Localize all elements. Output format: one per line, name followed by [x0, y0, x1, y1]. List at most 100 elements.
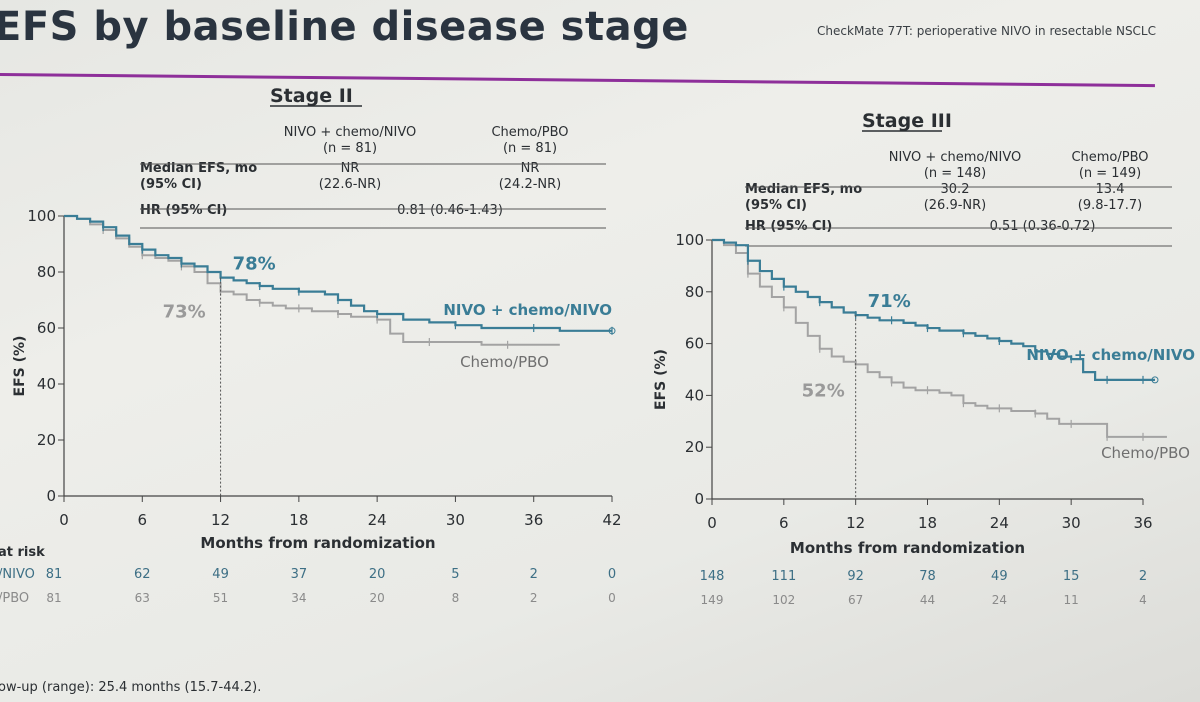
table-col-n: (n = 148) [924, 166, 986, 181]
at-risk-value: 11 [1064, 593, 1079, 607]
at-risk-value: 34 [291, 591, 306, 605]
legend-chemo: Chemo/PBO [1101, 444, 1190, 462]
x-tick-label: 0 [707, 514, 717, 532]
at-risk-value: 0 [608, 591, 616, 605]
at-risk-value: 15 [1063, 569, 1080, 584]
at-risk-value: 62 [134, 567, 151, 582]
table-col-n: (n = 81) [503, 141, 557, 156]
at-risk-value: 44 [920, 593, 935, 607]
at-risk-value: 37 [291, 567, 308, 582]
at-risk-value: 51 [213, 591, 228, 605]
chart-title: Stage II [270, 85, 353, 107]
at-risk-value: 81 [46, 567, 63, 582]
x-tick-label: 6 [138, 511, 148, 529]
y-axis-label: EFS (%) [12, 336, 28, 397]
x-tick-label: 30 [1062, 514, 1081, 532]
at-risk-value: 63 [135, 591, 150, 605]
nivo-curve [712, 238, 1155, 381]
at-risk-value: 67 [848, 593, 863, 607]
hr-value: 0.81 (0.46-1.43) [397, 203, 503, 218]
y-tick-label: 40 [37, 375, 56, 393]
y-tick-label: 60 [685, 335, 704, 353]
legend-nivo: NIVO + chemo/NIVO [1026, 346, 1195, 364]
at-risk-value: 92 [847, 569, 864, 584]
at-risk-value: 2 [530, 567, 538, 582]
y-tick-label: 0 [694, 490, 704, 508]
at-risk-value: 81 [46, 591, 61, 605]
median-value: 13.4 [1096, 182, 1125, 197]
at-risk-value: 149 [701, 593, 724, 607]
median-value: 30.2 [941, 182, 970, 197]
median-label: Median EFS, mo [745, 182, 862, 197]
at-risk-value: 148 [700, 569, 725, 584]
chemo-curve [712, 239, 1167, 438]
chemo-curve [64, 215, 560, 346]
at-risk-value: 0 [608, 567, 616, 582]
median-ci: (26.9-NR) [924, 198, 987, 213]
y-tick-label: 20 [37, 431, 56, 449]
table-col-header: Chemo/PBO [491, 125, 568, 140]
median-ci: (24.2-NR) [499, 177, 562, 192]
table-col-n: (n = 81) [323, 141, 377, 156]
hr-label: HR (95% CI) [745, 219, 832, 234]
y-tick-label: 60 [37, 319, 56, 337]
at-risk-value: 24 [992, 593, 1007, 607]
at-risk-value: 102 [772, 593, 795, 607]
at-risk-value: 2 [1139, 569, 1147, 584]
at-risk-value: 111 [771, 569, 796, 584]
y-tick-label: 80 [685, 283, 704, 301]
y-tick-label: 20 [685, 438, 704, 456]
chemo-landmark-label: 52% [802, 380, 845, 401]
x-tick-label: 18 [918, 514, 937, 532]
x-axis-label: Months from randomization [200, 534, 435, 552]
median-label: Median EFS, mo [140, 161, 257, 176]
legend-nivo: NIVO + chemo/NIVO [443, 301, 612, 319]
at-risk-value: 20 [369, 567, 386, 582]
y-tick-label: 0 [46, 487, 56, 505]
y-tick-label: 80 [37, 263, 56, 281]
at-risk-value: 5 [451, 567, 459, 582]
x-axis-label: Months from randomization [790, 539, 1025, 557]
x-tick-label: 18 [289, 511, 308, 529]
table-col-header: Chemo/PBO [1071, 150, 1148, 165]
at-risk-value: 78 [919, 569, 936, 584]
at-risk-header: at risk [0, 545, 45, 560]
at-risk-value: 49 [991, 569, 1008, 584]
at-risk-value: 20 [370, 591, 385, 605]
hr-label: HR (95% CI) [140, 203, 227, 218]
curve-end-marker [1151, 376, 1159, 384]
hr-value: 0.51 (0.36-0.72) [990, 219, 1096, 234]
at-risk-value: 49 [212, 567, 229, 582]
x-tick-label: 0 [59, 511, 69, 529]
table-col-header: NIVO + chemo/NIVO [889, 150, 1021, 165]
summary-table: NIVO + chemo/NIVO(n = 81)NR(22.6-NR)Chem… [140, 125, 606, 229]
x-tick-label: 12 [846, 514, 865, 532]
median-ci: (9.8-17.7) [1078, 198, 1142, 213]
x-tick-label: 42 [602, 511, 621, 529]
at-risk-value: 4 [1139, 593, 1147, 607]
x-tick-label: 36 [1133, 514, 1152, 532]
median-value: NR [521, 161, 540, 176]
nivo-landmark-label: 78% [233, 254, 276, 275]
y-tick-label: 40 [685, 386, 704, 404]
x-tick-label: 12 [211, 511, 230, 529]
x-tick-label: 24 [990, 514, 1009, 532]
slide-title: EFS by baseline disease stage [0, 4, 689, 50]
curve-end-marker [608, 327, 616, 335]
nivo-landmark-label: 71% [868, 291, 911, 312]
y-tick-label: 100 [27, 207, 56, 225]
at-risk-row-label: /NIVO [0, 567, 35, 582]
x-tick-label: 36 [524, 511, 543, 529]
chart-title: Stage III [862, 110, 952, 132]
table-col-header: NIVO + chemo/NIVO [284, 125, 416, 140]
table-col-n: (n = 149) [1079, 166, 1141, 181]
y-axis-label: EFS (%) [653, 349, 669, 410]
at-risk-value: 8 [452, 591, 460, 605]
slide-subtitle: CheckMate 77T: perioperative NIVO in res… [817, 24, 1156, 38]
y-tick-label: 100 [675, 231, 704, 249]
chemo-landmark-label: 73% [163, 302, 206, 323]
x-tick-label: 6 [779, 514, 789, 532]
x-tick-label: 30 [446, 511, 465, 529]
median-label-ci: (95% CI) [745, 198, 807, 213]
